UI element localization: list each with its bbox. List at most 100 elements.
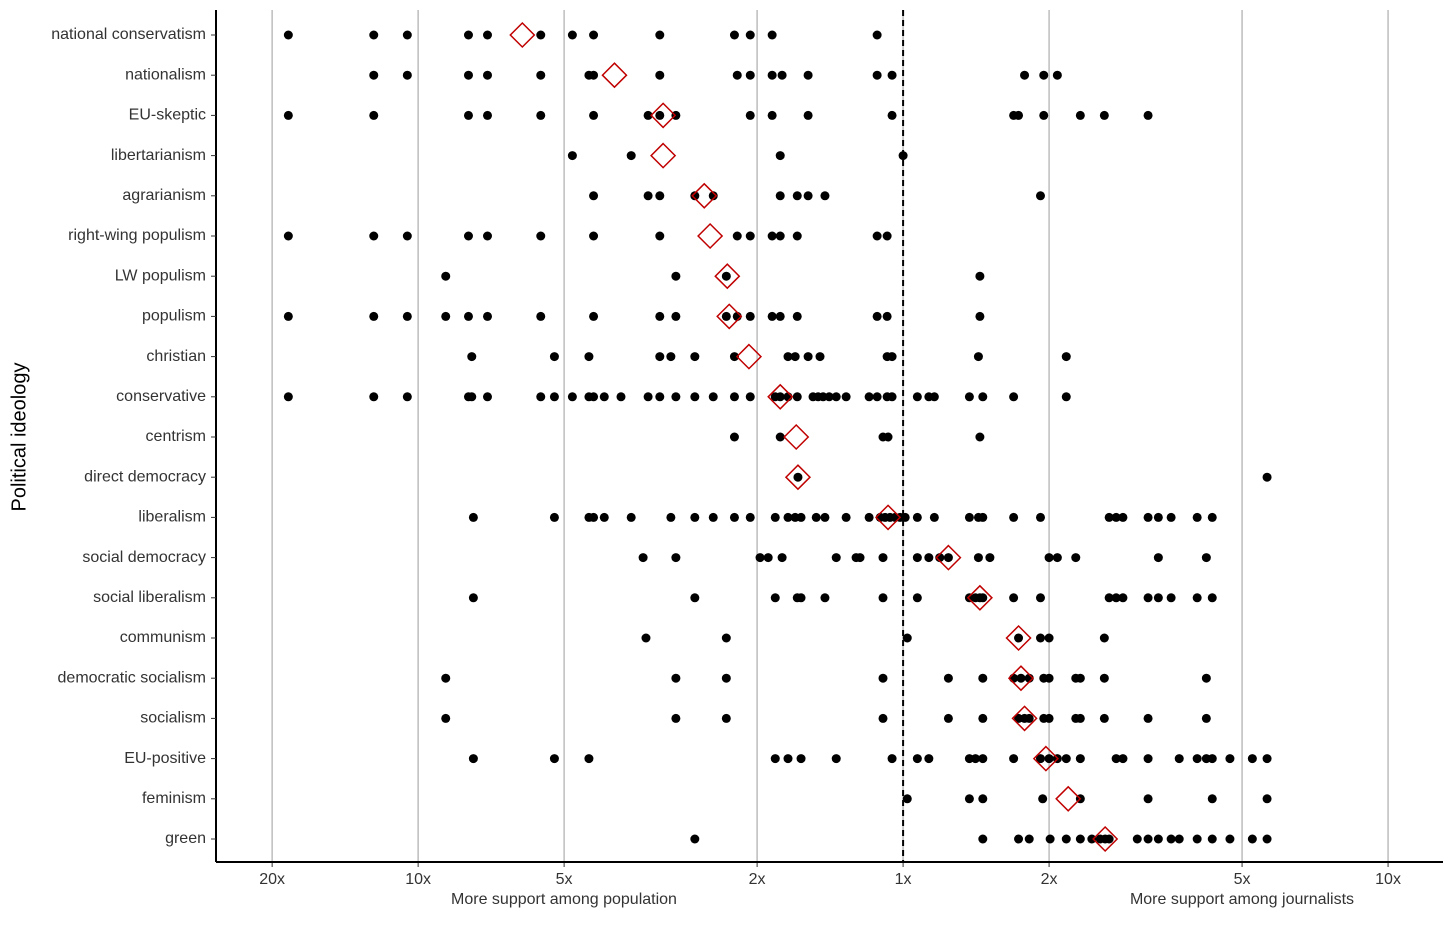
dot — [599, 512, 609, 522]
dot — [732, 231, 742, 241]
dot — [783, 754, 793, 764]
dot — [463, 70, 473, 80]
dot — [643, 110, 653, 120]
dot — [729, 432, 739, 442]
x-tick-label: 5x — [556, 871, 573, 888]
dot — [1039, 70, 1049, 80]
dot — [708, 191, 718, 201]
dot — [872, 70, 882, 80]
dot — [1207, 794, 1217, 804]
dot — [943, 713, 953, 723]
dot — [1201, 553, 1211, 563]
dot — [978, 794, 988, 804]
dot — [643, 392, 653, 402]
dot — [732, 70, 742, 80]
y-tick-label: libertarianism — [111, 147, 206, 164]
dot — [1118, 593, 1128, 603]
dot — [536, 231, 546, 241]
dot — [1035, 754, 1045, 764]
dot — [1052, 553, 1062, 563]
dot — [584, 754, 594, 764]
dot — [468, 754, 478, 764]
dot — [467, 352, 477, 362]
dot — [902, 633, 912, 643]
dot — [721, 713, 731, 723]
dot — [1153, 512, 1163, 522]
mean-marker — [714, 263, 741, 290]
mean-marker — [716, 303, 743, 330]
y-tick-label: feminism — [142, 790, 206, 807]
dot — [935, 553, 945, 563]
dot — [1118, 754, 1128, 764]
dot — [369, 30, 379, 40]
dot — [900, 512, 910, 522]
dot — [745, 231, 755, 241]
x-tick-label: 1x — [895, 871, 912, 888]
dot — [872, 311, 882, 321]
dot — [970, 754, 980, 764]
dot — [1038, 794, 1048, 804]
dot — [589, 191, 599, 201]
dot — [1143, 512, 1153, 522]
dot — [1099, 673, 1109, 683]
dot — [536, 311, 546, 321]
dot — [793, 472, 803, 482]
mean-marker — [874, 504, 902, 531]
dot — [1153, 834, 1163, 844]
dot — [666, 352, 676, 362]
mean-marker — [935, 544, 962, 571]
dot — [402, 231, 412, 241]
dot — [567, 392, 577, 402]
dot — [1207, 754, 1217, 764]
dot — [1104, 593, 1114, 603]
dot — [468, 593, 478, 603]
dot — [708, 392, 718, 402]
dot — [655, 70, 665, 80]
x-tick-label: 2x — [749, 871, 766, 888]
dot — [482, 70, 492, 80]
dot — [1104, 834, 1114, 844]
dot — [589, 70, 599, 80]
dot — [729, 30, 739, 40]
dot — [1207, 512, 1217, 522]
dot — [1262, 472, 1272, 482]
dot — [770, 512, 780, 522]
dot — [978, 754, 988, 764]
dot — [626, 151, 636, 161]
y-tick-label: LW populism — [115, 267, 206, 284]
dot — [549, 512, 559, 522]
dot — [1153, 593, 1163, 603]
y-tick-label: populism — [142, 308, 206, 325]
y-tick-label: democratic socialism — [58, 669, 206, 686]
dot — [883, 432, 893, 442]
dot — [831, 754, 841, 764]
dot — [402, 392, 412, 402]
dot — [671, 713, 681, 723]
x-tick-label: 10x — [1375, 871, 1401, 888]
dot — [775, 191, 785, 201]
dot — [1262, 794, 1272, 804]
dot — [655, 110, 665, 120]
dot — [745, 512, 755, 522]
dot — [549, 352, 559, 362]
dot — [1207, 834, 1217, 844]
dot — [796, 512, 806, 522]
mean-marker — [784, 464, 812, 491]
dot — [1009, 512, 1019, 522]
y-tick-label: direct democracy — [84, 468, 206, 485]
dot — [1016, 673, 1026, 683]
dot — [783, 392, 793, 402]
dot — [536, 70, 546, 80]
dot — [841, 392, 851, 402]
dot — [638, 553, 648, 563]
dot — [1143, 713, 1153, 723]
dot — [463, 110, 473, 120]
dot — [912, 512, 922, 522]
mean-marker — [691, 182, 718, 209]
dot — [978, 512, 988, 522]
dot — [402, 70, 412, 80]
dot — [1166, 593, 1176, 603]
dot — [369, 110, 379, 120]
y-tick-label: social democracy — [82, 549, 206, 566]
dot — [441, 311, 451, 321]
